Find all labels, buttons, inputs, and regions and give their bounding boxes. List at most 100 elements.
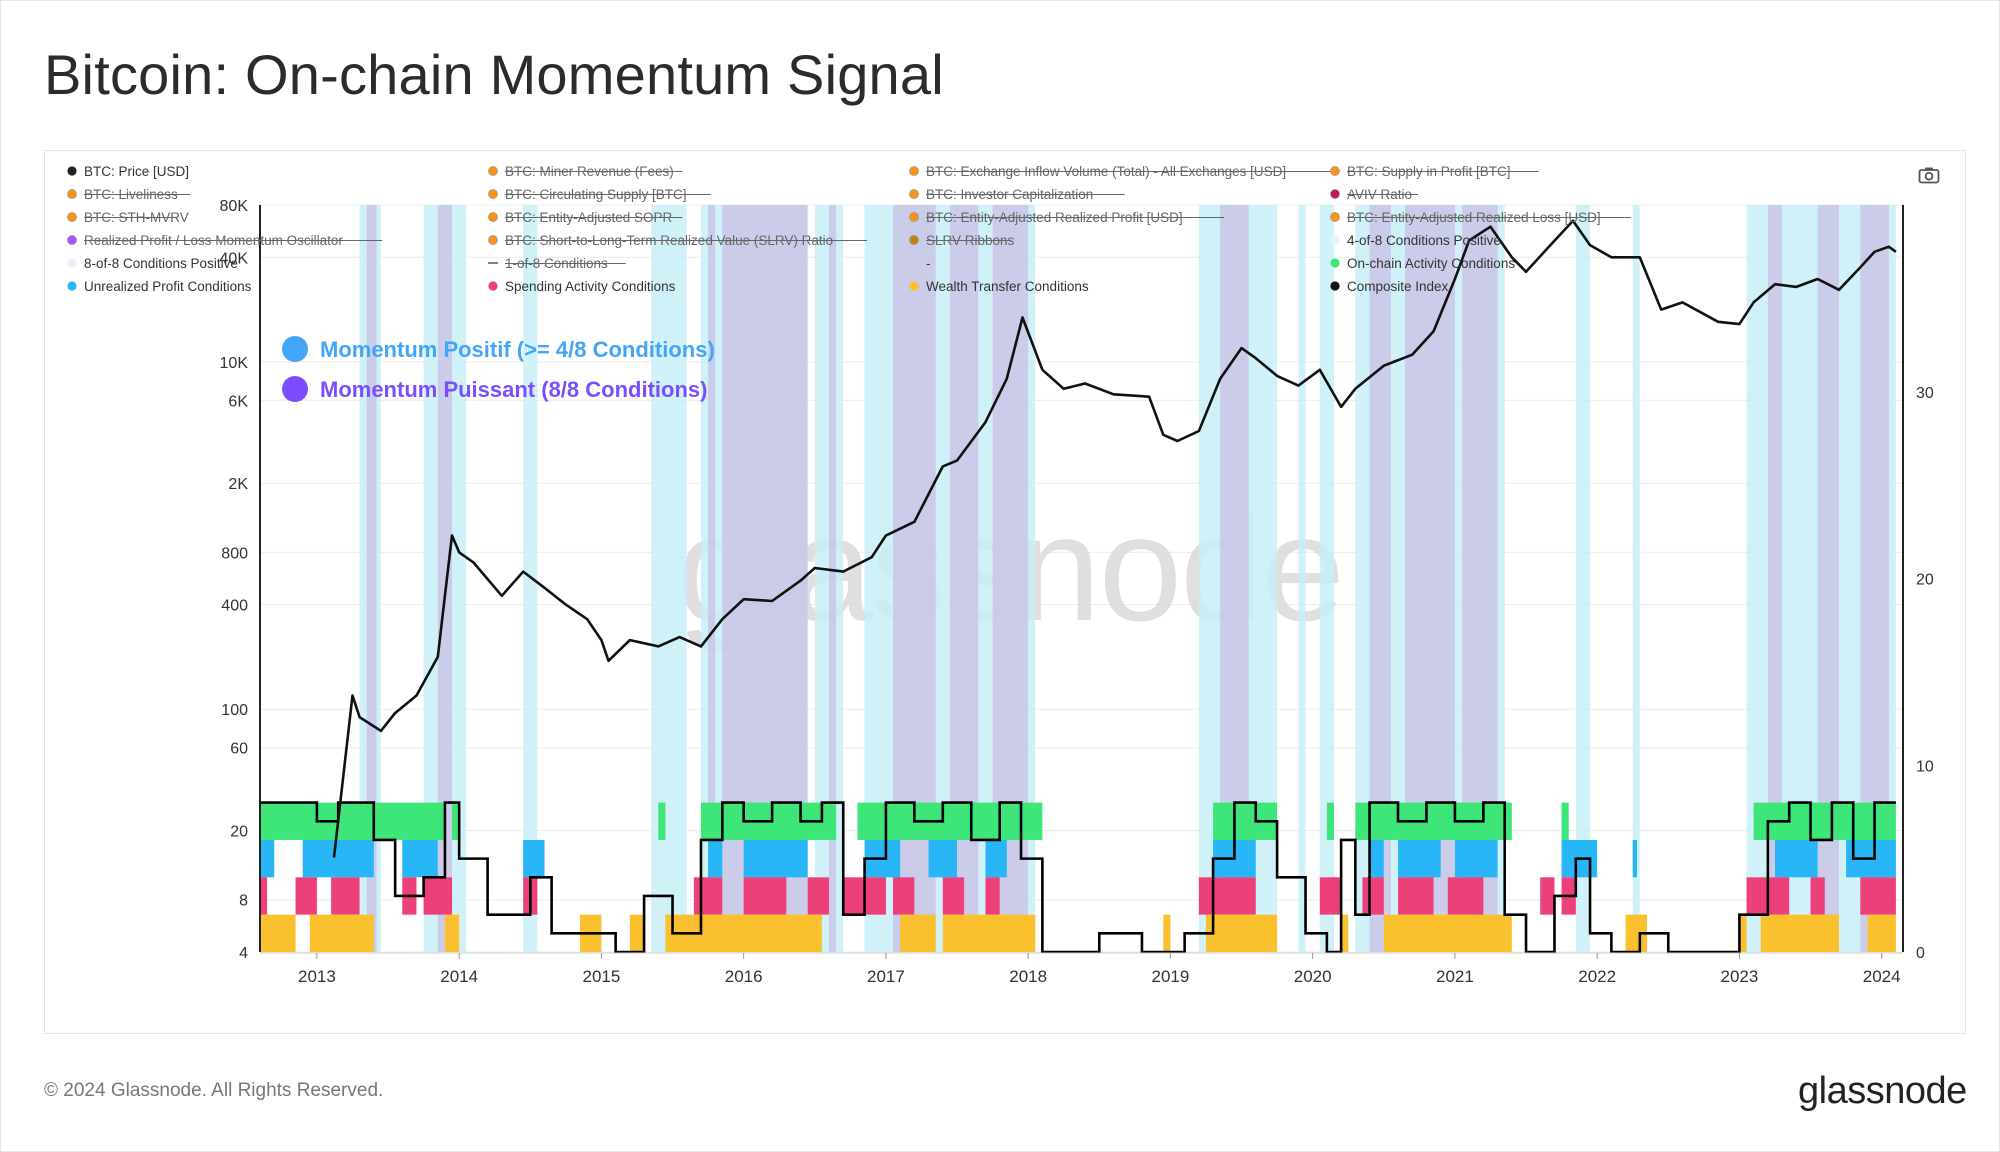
condition-wealth [260, 914, 296, 952]
y-tick-label-left: 4 [239, 945, 248, 962]
band-4of8 [651, 205, 687, 952]
annotation-label: Momentum Puissant (8/8 Conditions) [320, 377, 707, 402]
condition-onchain [452, 802, 460, 840]
legend-dot [67, 189, 77, 199]
condition-onchain [260, 802, 445, 840]
condition-unrealized [1454, 839, 1498, 878]
x-tick-label: 2017 [867, 967, 905, 986]
legend-dot [67, 235, 77, 245]
chart-frame [44, 150, 1966, 1034]
condition-wealth [444, 914, 460, 952]
y-tick-label-right: 20 [1916, 572, 1934, 589]
condition-wealth [1625, 914, 1647, 952]
x-tick-label: 2016 [725, 967, 763, 986]
y-tick-label-left: 20 [230, 824, 248, 841]
y-tick-label-left: 80K [220, 198, 249, 215]
band-8of8 [1817, 205, 1839, 952]
legend-dot [67, 212, 77, 222]
condition-spending [1860, 877, 1896, 915]
legend-dot [909, 235, 919, 245]
condition-spending [1810, 877, 1825, 915]
condition-wealth [900, 914, 936, 952]
legend-dot [1330, 212, 1340, 222]
legend-item-label: Wealth Transfer Conditions [926, 279, 1089, 294]
band-4of8 [1319, 205, 1334, 952]
annotation-dot [282, 336, 308, 362]
x-tick-label: 2013 [298, 967, 336, 986]
condition-spending [1398, 877, 1434, 915]
band-4of8 [1298, 205, 1306, 952]
x-tick-label: 2022 [1578, 967, 1616, 986]
band-8of8 [829, 205, 837, 952]
legend-item-label: Unrealized Profit Conditions [84, 279, 252, 294]
condition-unrealized [302, 839, 374, 878]
condition-spending [942, 877, 965, 915]
annotation-dot [282, 376, 308, 402]
x-tick-label: 2021 [1436, 967, 1474, 986]
condition-spending [295, 877, 317, 915]
legend-dot [67, 166, 77, 176]
condition-spending [1198, 877, 1256, 915]
x-tick-label: 2024 [1863, 967, 1901, 986]
condition-wealth [1867, 914, 1896, 952]
y-tick-label-left: 40K [220, 250, 249, 267]
condition-onchain [857, 802, 1043, 840]
x-tick-label: 2015 [582, 967, 620, 986]
y-tick-label-right: 30 [1916, 385, 1934, 402]
condition-spending [1319, 877, 1342, 915]
y-tick-label-left: 100 [221, 702, 248, 719]
x-tick-label: 2018 [1009, 967, 1047, 986]
y-tick-label-left: 2K [228, 476, 248, 493]
legend-dot [67, 281, 77, 291]
legend-dot [909, 189, 919, 199]
legend-item-label: BTC: Price [USD] [84, 164, 189, 179]
condition-onchain [1355, 802, 1512, 840]
condition-spending [331, 877, 360, 915]
legend-dot [909, 166, 919, 176]
axes: 4 8 20 60 100 400 800 2K 6K 10K 40K 80K 0 10 20 30 2013 2… [220, 198, 1934, 986]
condition-onchain [1561, 802, 1569, 840]
x-tick-label: 2014 [440, 967, 478, 986]
condition-areas [260, 802, 1896, 952]
condition-unrealized [1398, 839, 1441, 878]
band-4of8 [1632, 205, 1640, 952]
legend-dot [488, 235, 498, 245]
condition-unrealized [708, 839, 723, 878]
legend-item-label: On-chain Activity Conditions [1347, 256, 1515, 271]
legend-dot [1330, 281, 1340, 291]
legend-dot [488, 281, 498, 291]
legend-dot [488, 189, 498, 199]
legend-dot [909, 281, 919, 291]
condition-wealth [1383, 914, 1512, 952]
condition-unrealized [743, 839, 808, 878]
condition-wealth [1760, 914, 1839, 952]
condition-spending [985, 877, 1000, 915]
x-tick-label: 2019 [1151, 967, 1189, 986]
band-4of8 [1575, 205, 1591, 952]
condition-spending [1540, 877, 1555, 915]
band-8of8 [708, 205, 716, 952]
y-tick-label-right: 10 [1916, 758, 1934, 775]
condition-spending [1447, 877, 1484, 915]
camera-icon[interactable] [1918, 166, 1940, 184]
y-tick-label-left: 800 [221, 545, 248, 562]
legend-item-label: - [926, 256, 931, 271]
condition-spending [260, 877, 268, 915]
condition-spending [693, 877, 723, 915]
condition-spending [893, 877, 915, 915]
condition-spending [423, 877, 453, 915]
price-layer [332, 219, 1897, 858]
condition-unrealized [523, 839, 545, 878]
y-tick-label-right: 0 [1916, 945, 1925, 962]
condition-spending [807, 877, 830, 915]
y-tick-label-left: 8 [239, 893, 248, 910]
condition-unrealized [985, 839, 1007, 878]
condition-wealth [1205, 914, 1278, 952]
annotations: Momentum Positif (>= 4/8 Conditions) Mome… [282, 336, 715, 402]
footer-logo[interactable]: glassnode [1798, 1070, 1967, 1112]
condition-onchain [658, 802, 666, 840]
band-8of8 [1369, 205, 1391, 952]
y-tick-label-left: 400 [221, 598, 248, 615]
y-tick-label-left: 6K [228, 393, 248, 410]
